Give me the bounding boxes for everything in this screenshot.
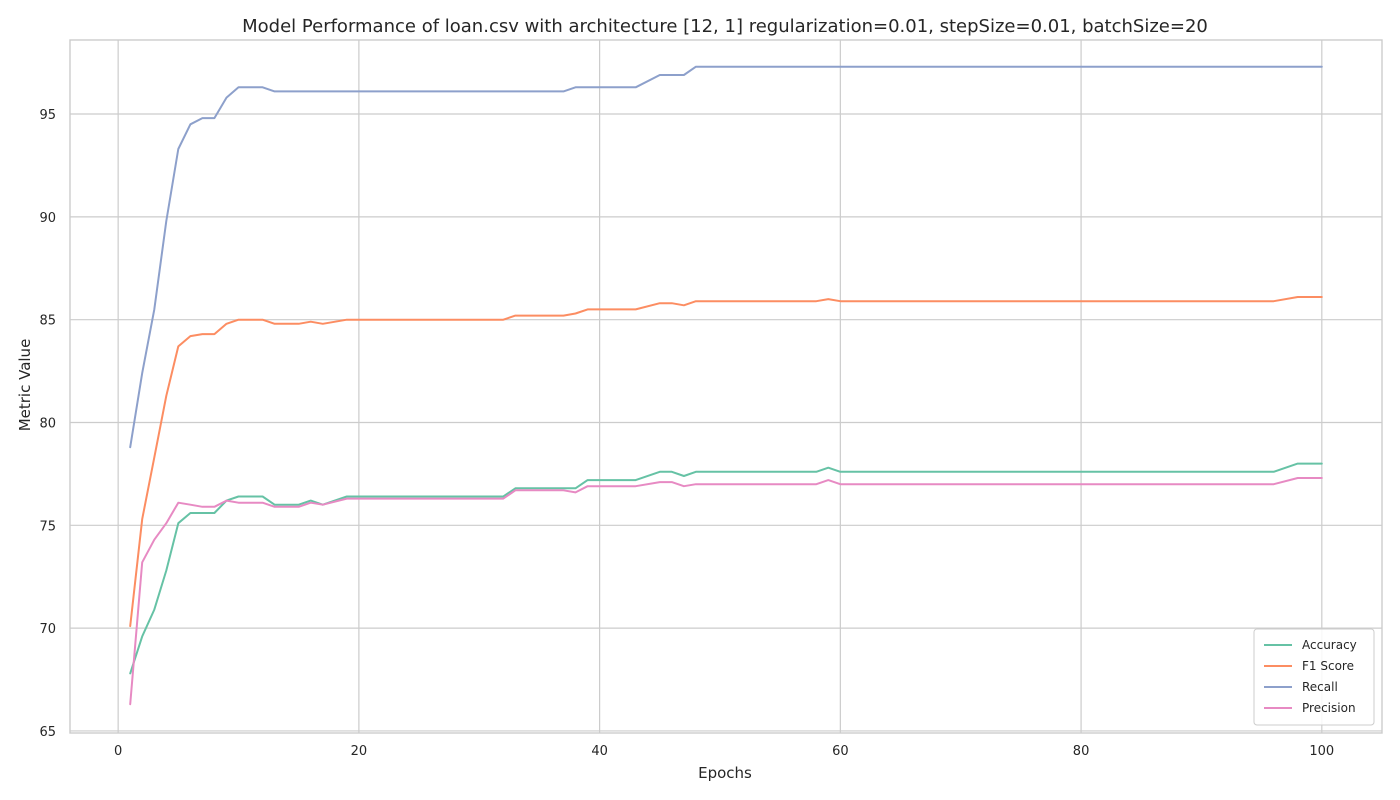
series-line-recall (129, 65, 1323, 449)
tick-labels: 0 20 40 60 80 100 65 70 75 80 85 90 95 (39, 108, 1334, 759)
series-line-precision (129, 477, 1323, 706)
y-tick-label: 70 (39, 622, 56, 637)
y-tick-label: 90 (39, 211, 56, 226)
chart-title: Model Performance of loan.csv with archi… (242, 16, 1208, 37)
x-axis-label: Epochs (698, 764, 752, 782)
y-tick-label: 95 (39, 108, 56, 123)
x-tick-label: 60 (832, 744, 849, 759)
legend: Accuracy F1 Score Recall Precision (1253, 628, 1375, 726)
x-tick-label: 0 (114, 744, 122, 759)
legend-label-recall: Recall (1302, 680, 1338, 694)
x-tick-label: 100 (1309, 744, 1334, 759)
legend-label-f1-score: F1 Score (1302, 659, 1354, 673)
legend-box (1253, 628, 1375, 726)
legend-label-precision: Precision (1302, 701, 1356, 715)
y-tick-label: 75 (39, 519, 56, 534)
series-line-f1-score (129, 296, 1323, 628)
legend-label-accuracy: Accuracy (1302, 638, 1357, 652)
series-lines (129, 65, 1323, 706)
y-axis-label: Metric Value (16, 339, 34, 432)
x-tick-label: 20 (351, 744, 368, 759)
grid (70, 40, 1382, 733)
y-tick-label: 65 (39, 725, 56, 740)
y-tick-label: 85 (39, 314, 56, 329)
x-tick-label: 40 (591, 744, 608, 759)
x-tick-label: 80 (1073, 744, 1090, 759)
y-tick-label: 80 (39, 416, 56, 431)
series-line-accuracy (129, 462, 1323, 675)
plot-frame (69, 39, 1383, 734)
